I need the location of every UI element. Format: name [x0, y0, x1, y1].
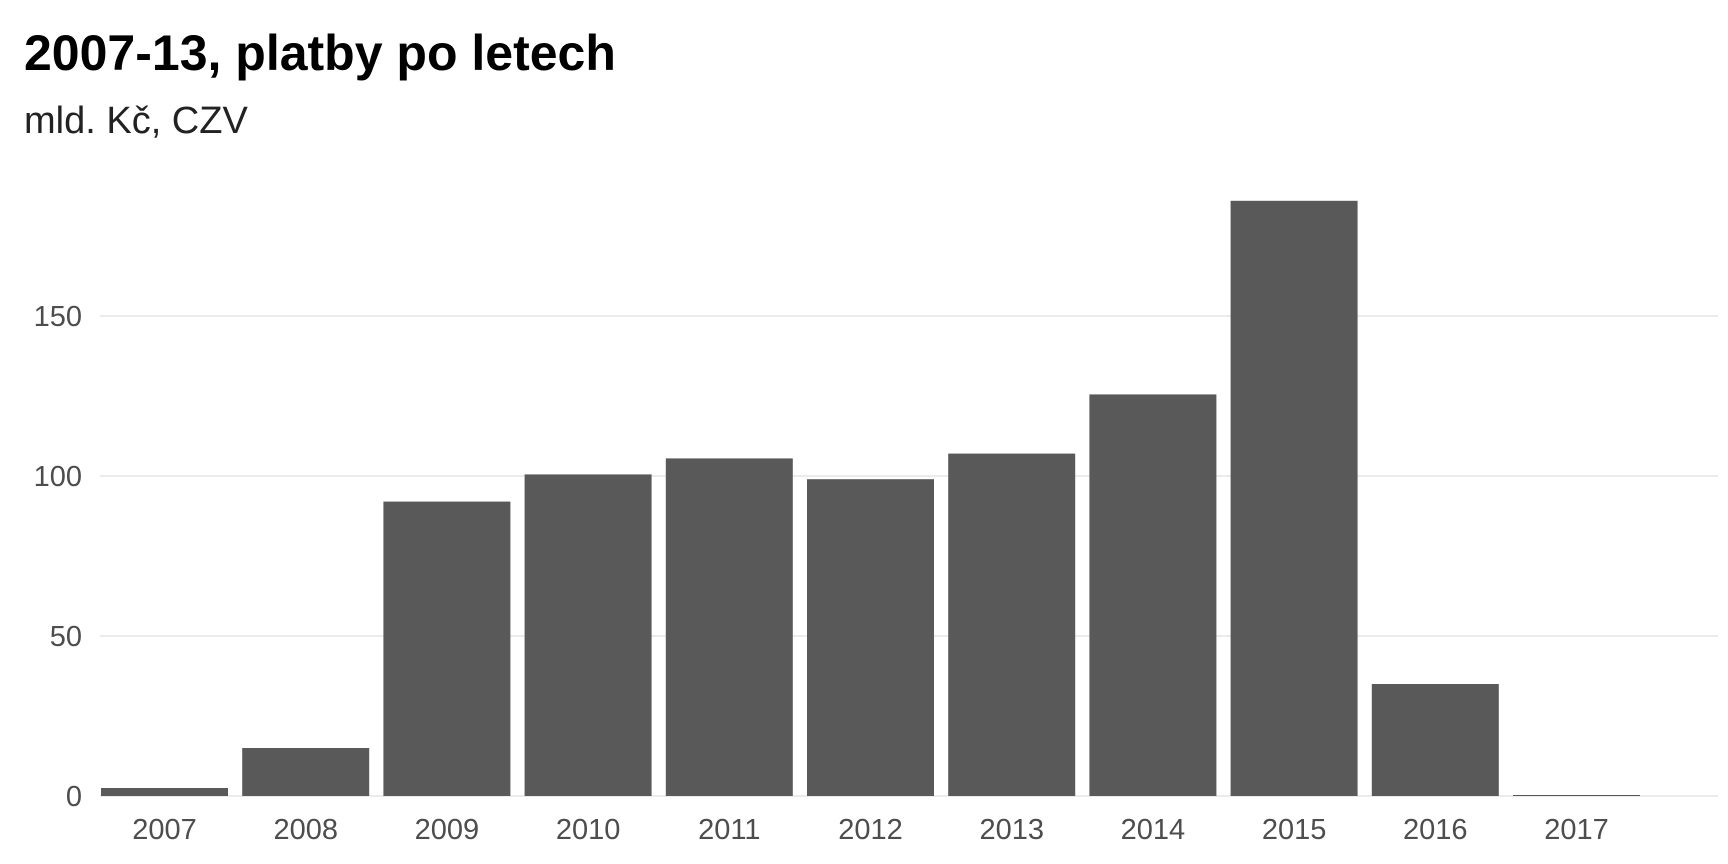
bar-2014 [1089, 394, 1217, 796]
y-tick-label: 0 [66, 781, 82, 813]
y-tick-label: 50 [50, 621, 82, 653]
chart-title: 2007-13, platby po letech [24, 25, 616, 81]
x-tick-label: 2008 [273, 814, 338, 846]
y-tick-label: 100 [34, 461, 82, 493]
bar-2010 [524, 474, 652, 796]
bar-2009 [383, 501, 511, 796]
x-tick-label: 2012 [838, 814, 903, 846]
x-tick-label: 2010 [556, 814, 621, 846]
x-tick-label: 2017 [1544, 814, 1609, 846]
x-tick-label: 2015 [1262, 814, 1327, 846]
bar-2013 [948, 453, 1076, 796]
bar-2016 [1371, 684, 1499, 796]
x-tick-label: 2009 [415, 814, 480, 846]
bar-2015 [1230, 200, 1358, 797]
y-tick-label: 150 [34, 301, 82, 333]
x-tick-label: 2016 [1403, 814, 1468, 846]
x-axis-ticks: 2007 2008 2009 2010 2011 2012 2013 2014 2015 2016… [132, 814, 1609, 846]
bar-2017 [1513, 795, 1640, 796]
x-tick-label: 2014 [1121, 814, 1186, 846]
bar-2008 [242, 748, 370, 796]
x-tick-label: 2011 [698, 814, 760, 846]
bar-2007 [101, 788, 228, 796]
y-axis-ticks: 0 50 100 150 [34, 301, 82, 813]
bars [101, 200, 1640, 797]
x-tick-label: 2007 [132, 814, 197, 846]
bar-2012 [807, 479, 934, 796]
x-tick-label: 2013 [979, 814, 1044, 846]
bar-2011 [665, 458, 793, 796]
chart-subtitle: mld. Kč, CZV [24, 100, 248, 142]
